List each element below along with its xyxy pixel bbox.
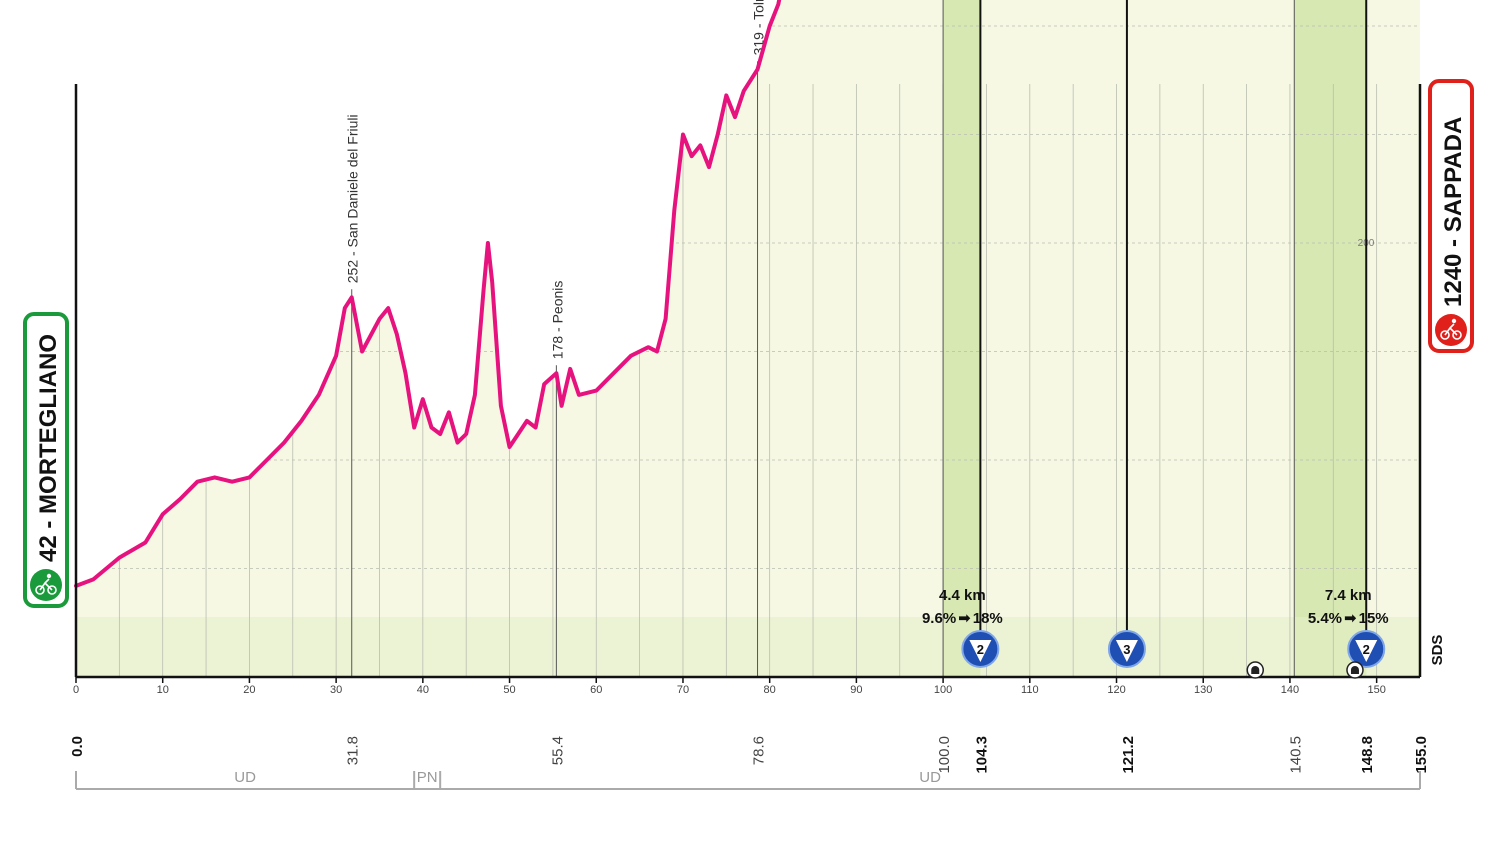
climb-markers: 4.4 km9.6% ➡ 18%7.4 km5.4% ➡ 15%2 3 2 SDS xyxy=(922,587,1446,679)
category-badge: 2 xyxy=(961,630,1000,668)
profile-fill xyxy=(76,0,1420,677)
x-tick-label: 20 xyxy=(243,684,255,696)
climb-length: 7.4 km xyxy=(1325,587,1372,604)
x-tick-label: 40 xyxy=(417,684,429,696)
km-label: 104.3 xyxy=(973,736,990,774)
km-label: 140.5 xyxy=(1287,736,1304,774)
start-badge-name: MORTEGLIANO xyxy=(35,334,62,514)
region-bar: UD PN UD xyxy=(75,769,1421,790)
profile-line-path xyxy=(74,0,782,588)
avg-gradient: 5.4% xyxy=(1308,610,1342,627)
x-tick-label: 50 xyxy=(503,684,515,696)
climb-area-2 xyxy=(1294,0,1367,677)
place-labels: 252 - San Daniele del Friuli 178 - Peonis… xyxy=(345,0,1368,677)
start-badge-separator: - xyxy=(35,514,62,535)
climb-gradient: 5.4% ➡ 15% xyxy=(1308,610,1389,627)
tunnel-icon xyxy=(1346,661,1364,679)
km-label: 31.8 xyxy=(345,736,362,765)
x-tick-label: 0 xyxy=(73,684,79,696)
badge-category: 2 xyxy=(1363,642,1370,657)
x-tick-label: 150 xyxy=(1367,684,1385,696)
km-label: 100.0 xyxy=(936,736,953,774)
sds-label: SDS xyxy=(1429,635,1446,666)
start-finish: 42 - MORTEGLIANO 1240 - SAPPADA xyxy=(23,79,1474,608)
badge-triangle xyxy=(969,640,992,662)
edge-km-label: 155.0 xyxy=(1413,736,1430,774)
category-badge: 2 xyxy=(1347,630,1386,668)
x-tick-label: 60 xyxy=(590,684,602,696)
place-name-label: 319 - Tolmezzo xyxy=(751,0,767,55)
place-name-label: 178 - Peonis xyxy=(549,281,565,360)
finish-badge: 1240 - SAPPADA xyxy=(1428,79,1474,353)
km-label: 121.2 xyxy=(1120,736,1137,774)
start-badge: 42 - MORTEGLIANO xyxy=(23,312,69,608)
category-badge: 3 xyxy=(1107,630,1146,668)
x-tick-label: 10 xyxy=(157,684,169,696)
climb-gradient: 9.6% ➡ 18% xyxy=(922,610,1003,627)
km-label: 55.4 xyxy=(549,736,566,765)
finish-badge-frame xyxy=(1428,79,1474,353)
x-tick-label: 80 xyxy=(764,684,776,696)
bottom-band xyxy=(76,617,1420,677)
place-name-label: 252 - San Daniele del Friuli xyxy=(345,114,361,283)
x-tick-label: 130 xyxy=(1194,684,1212,696)
badge-triangle xyxy=(1115,640,1138,662)
finish-badge-label: 1240 - SAPPADA xyxy=(1440,117,1467,307)
edge-km-label: 0.0 xyxy=(69,736,86,757)
max-gradient: 15% xyxy=(1359,610,1389,627)
profile-line xyxy=(74,0,782,588)
x-tick-label: 90 xyxy=(850,684,862,696)
climb-length: 4.4 km xyxy=(939,587,986,604)
x-tick-label: 120 xyxy=(1107,684,1125,696)
region-label: UD xyxy=(234,769,256,786)
badge-category: 3 xyxy=(1123,642,1130,657)
km-label: 148.8 xyxy=(1359,736,1376,774)
x-axis: 31.8 55.4 78.6 100.0 104.3 121.2 140.5 148.80 10… xyxy=(69,84,1430,774)
max-gradient: 18% xyxy=(973,610,1003,627)
profile-area xyxy=(76,0,1420,677)
start-badge-frame xyxy=(23,312,69,608)
start-badge-label: 42 - MORTEGLIANO xyxy=(35,334,62,562)
climb-area-1 xyxy=(943,0,981,677)
badge-category: 2 xyxy=(977,642,984,657)
start-badge-altitude: 42 xyxy=(35,535,62,562)
region-label: UD xyxy=(919,769,941,786)
x-tick-label: 100 xyxy=(934,684,952,696)
x-tick-label: 70 xyxy=(677,684,689,696)
finish-badge-separator: - xyxy=(1440,232,1467,253)
x-tick-label: 140 xyxy=(1281,684,1299,696)
km-label: 78.6 xyxy=(751,736,768,765)
badge-triangle xyxy=(1355,640,1378,662)
region-label: PN xyxy=(417,769,438,786)
arrow-icon: ➡ xyxy=(958,610,971,627)
finish-badge-altitude: 1240 xyxy=(1440,254,1467,307)
arrow-icon: ➡ xyxy=(1344,610,1357,627)
x-tick-label: 110 xyxy=(1021,684,1039,696)
x-tick-label: 30 xyxy=(330,684,342,696)
tunnel-icon xyxy=(1246,661,1265,679)
finish-badge-name: SAPPADA xyxy=(1440,117,1467,233)
avg-gradient: 9.6% xyxy=(922,610,956,627)
